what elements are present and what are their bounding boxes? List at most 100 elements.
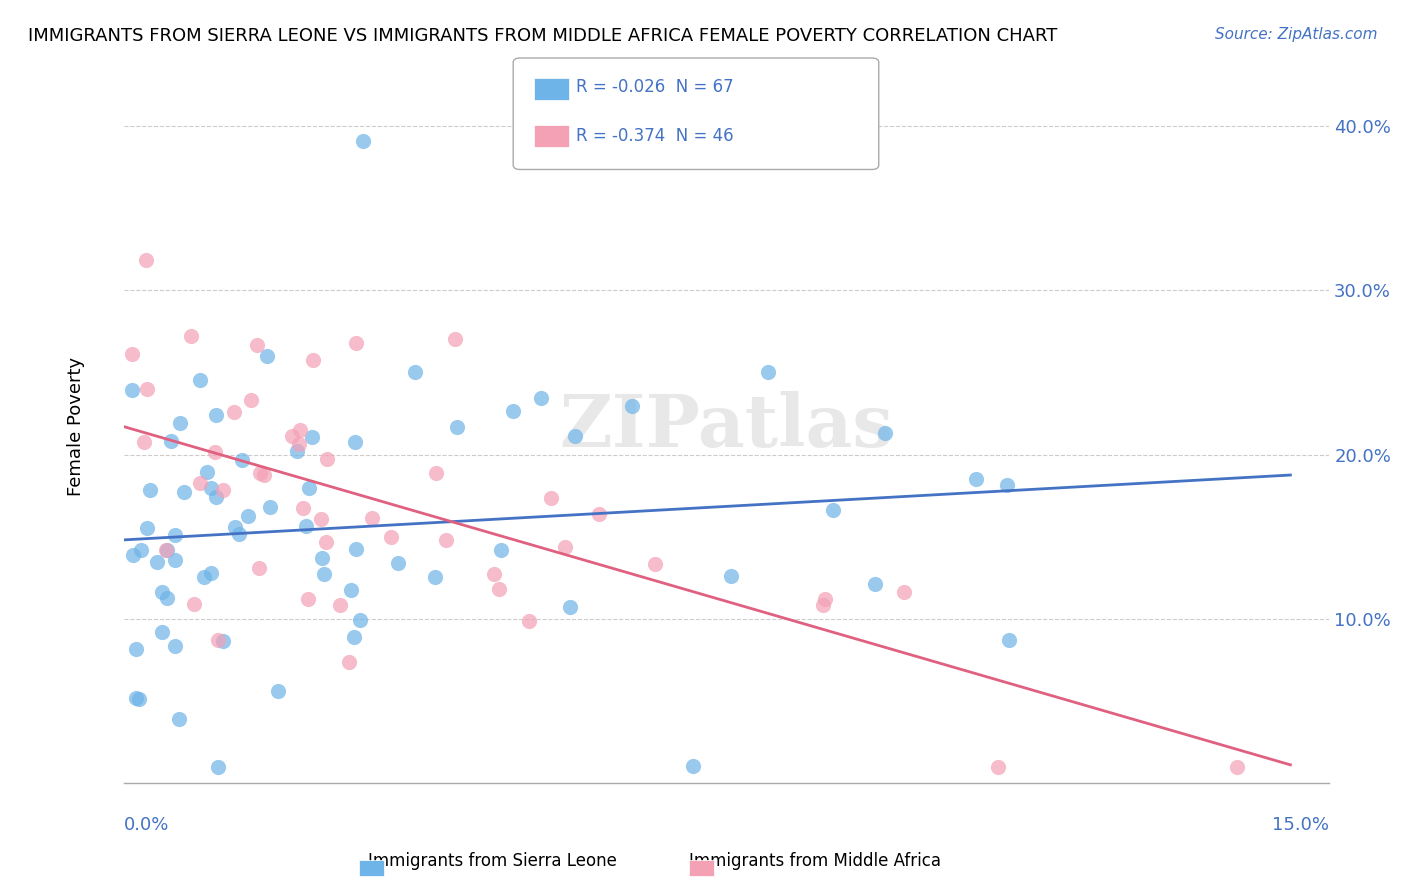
Text: IMMIGRANTS FROM SIERRA LEONE VS IMMIGRANTS FROM MIDDLE AFRICA FEMALE POVERTY COR: IMMIGRANTS FROM SIERRA LEONE VS IMMIGRAN… xyxy=(28,27,1057,45)
Point xyxy=(121,384,143,398)
Point xyxy=(813,599,835,613)
Point xyxy=(558,600,581,615)
Point xyxy=(231,453,253,467)
Point xyxy=(315,534,337,549)
Point xyxy=(129,543,152,558)
Point xyxy=(228,527,250,541)
Point xyxy=(204,408,226,422)
Point xyxy=(155,543,177,558)
Point xyxy=(246,338,269,352)
Point xyxy=(204,491,226,505)
Point xyxy=(446,420,468,434)
Point xyxy=(180,328,202,343)
Point xyxy=(267,684,290,698)
Point xyxy=(873,426,896,441)
Point xyxy=(121,347,143,361)
Point xyxy=(554,540,576,554)
Point xyxy=(720,569,742,583)
Point xyxy=(588,507,610,521)
Point xyxy=(165,553,187,567)
Point xyxy=(444,332,467,346)
Point xyxy=(644,557,666,571)
Point xyxy=(998,633,1021,648)
Point xyxy=(484,566,506,581)
Point xyxy=(564,428,586,442)
Point xyxy=(865,577,887,591)
Point xyxy=(756,366,779,380)
Point xyxy=(821,503,844,517)
Point xyxy=(183,598,205,612)
Point xyxy=(207,632,229,647)
Point xyxy=(195,465,218,479)
Point xyxy=(136,382,159,396)
Point xyxy=(434,533,457,547)
Point xyxy=(488,582,510,596)
Point xyxy=(204,445,226,459)
Point xyxy=(352,134,374,148)
Point xyxy=(339,583,361,598)
Point xyxy=(502,404,524,418)
Point xyxy=(150,625,173,640)
Point xyxy=(288,436,311,450)
Point xyxy=(298,482,321,496)
Point xyxy=(167,712,190,726)
Point xyxy=(156,543,179,558)
Point xyxy=(288,423,311,437)
Point xyxy=(965,472,987,486)
Point xyxy=(343,630,366,644)
Point xyxy=(309,511,332,525)
Point xyxy=(224,520,246,534)
Point xyxy=(621,399,644,413)
Point xyxy=(301,430,323,444)
Text: 15.0%: 15.0% xyxy=(1272,815,1329,834)
Text: Female Poverty: Female Poverty xyxy=(66,357,84,496)
Point xyxy=(259,500,281,515)
Point xyxy=(160,434,183,448)
Point xyxy=(124,642,146,657)
Point xyxy=(337,655,360,669)
Point xyxy=(247,560,270,574)
Point xyxy=(349,613,371,627)
Point xyxy=(239,393,262,408)
Point xyxy=(814,591,837,606)
Point xyxy=(297,591,319,606)
Point xyxy=(387,556,409,570)
Point xyxy=(200,566,222,580)
Point xyxy=(987,760,1010,774)
Point xyxy=(281,429,304,443)
Point xyxy=(311,551,333,566)
Point xyxy=(188,476,211,491)
Point xyxy=(193,569,215,583)
Point xyxy=(253,467,276,482)
Point xyxy=(312,566,335,581)
Point xyxy=(188,373,211,387)
Point xyxy=(344,542,367,557)
Point xyxy=(212,483,235,497)
Point xyxy=(530,391,553,405)
Point xyxy=(404,365,426,379)
Point xyxy=(292,501,315,516)
Point xyxy=(136,521,159,535)
Point xyxy=(163,528,186,542)
Point xyxy=(135,253,157,268)
Text: ZIPatlas: ZIPatlas xyxy=(560,391,894,461)
Point xyxy=(344,335,367,350)
Point xyxy=(360,511,382,525)
Point xyxy=(1226,760,1249,774)
Point xyxy=(425,466,447,480)
Point xyxy=(423,570,446,584)
Point xyxy=(995,478,1018,492)
Point xyxy=(302,353,325,368)
Point xyxy=(207,760,229,774)
Text: Source: ZipAtlas.com: Source: ZipAtlas.com xyxy=(1215,27,1378,42)
Point xyxy=(517,614,540,628)
Point xyxy=(128,692,150,706)
Point xyxy=(145,555,167,569)
Point xyxy=(315,451,337,466)
Point xyxy=(540,491,562,505)
Point xyxy=(380,531,402,545)
Point xyxy=(249,467,271,481)
Text: R = -0.026  N = 67: R = -0.026 N = 67 xyxy=(576,78,734,96)
Point xyxy=(139,483,162,497)
Point xyxy=(329,598,352,612)
